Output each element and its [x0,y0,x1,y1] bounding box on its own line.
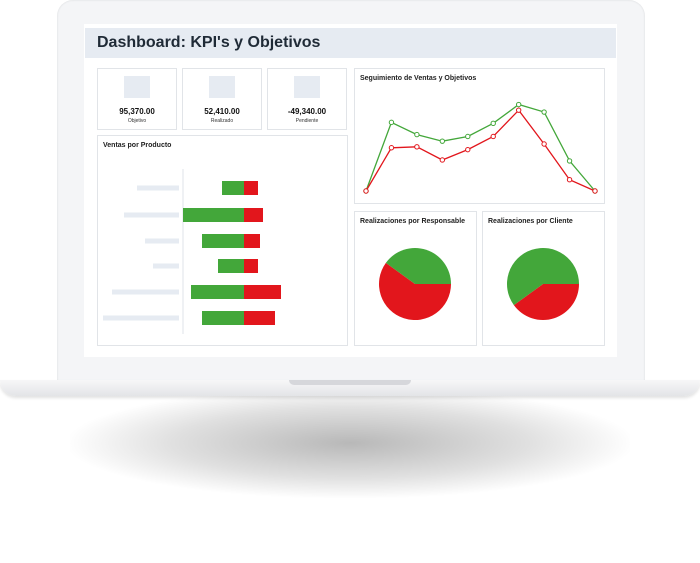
bar-green [183,208,244,222]
kpi-card-pendiente[interactable]: -49,340.00 Pendiente [267,68,347,130]
kpi-placeholder-icon [294,76,320,98]
seguimiento-panel: Seguimiento de Ventas y Objetivos [354,68,605,204]
bar-red [244,285,281,299]
realizaciones-responsable-chart [379,248,451,321]
series-line-red [365,109,596,192]
data-point-red [566,177,573,183]
data-point-red [465,146,471,153]
title-bar: Dashboard: KPI's y Objetivos [85,28,616,58]
chart-title: Realizaciones por Cliente [488,218,573,225]
realizaciones-cliente-chart [507,247,579,320]
bar-green [202,311,244,325]
seguimiento-chart [363,101,598,194]
chart-title: Realizaciones por Responsable [360,218,466,225]
data-point-red [490,133,496,140]
pie-slice-red [513,284,579,320]
category-label-placeholder [145,238,179,244]
data-point-green [388,119,395,126]
kpi-label: Objetivo [127,118,147,124]
bar-green [218,259,244,273]
category-label-placeholder [137,185,179,191]
laptop-shadow [70,388,630,498]
category-label-placeholder [103,315,179,321]
data-point-red [388,145,395,151]
data-point-green [465,133,471,140]
kpi-placeholder-icon [124,76,150,98]
data-point-red [414,144,420,150]
chart-title: Seguimiento de Ventas y Objetivos [360,75,477,82]
data-point-red [439,157,446,163]
bar-red [244,181,258,195]
kpi-card-realizado[interactable]: 52,410.00 Realizado [182,68,262,130]
pie-slice-red [379,262,451,321]
dashboard-title: Dashboard: KPI's y Objetivos [97,34,321,51]
kpi-label: Pendiente [295,118,319,124]
data-point-green [414,131,420,138]
kpi-value: -49,340.00 [287,107,327,116]
data-point-green [566,158,573,164]
laptop-notch [289,380,411,385]
data-point-red [541,141,547,147]
bar-green [202,234,244,248]
bar-green [191,285,244,299]
bar-red [244,234,260,248]
laptop-base [0,380,700,396]
kpi-value: 95,370.00 [119,107,155,116]
data-point-green [490,120,496,127]
data-point-green [439,138,446,144]
pie-slice-green [385,248,451,284]
realizaciones-cliente-panel: Realizaciones por Cliente [482,211,605,346]
category-label-placeholder [153,263,179,269]
kpi-label: Realizado [210,118,234,124]
kpi-value: 52,410.00 [204,107,240,116]
realizaciones-responsable-panel: Realizaciones por Responsable [354,211,477,346]
kpi-placeholder-icon [209,76,235,98]
ventas-por-producto-panel: Ventas por Producto [97,135,348,346]
category-label-placeholder [124,212,179,218]
data-point-red [592,188,598,194]
pie-slice-green [507,247,579,306]
kpi-card-objetivo[interactable]: 95,370.00 Objetivo [97,68,177,130]
bar-green [222,181,244,195]
data-point-green [515,101,522,108]
bar-red [244,311,275,325]
bar-red [244,208,263,222]
bar-red [244,259,258,273]
data-point-red [363,188,369,194]
series-line-green [365,103,596,192]
ventas-por-producto-chart [103,169,281,334]
category-label-placeholder [112,289,179,295]
data-point-green [541,109,547,115]
chart-title: Ventas por Producto [103,142,172,149]
data-point-red [515,107,522,113]
